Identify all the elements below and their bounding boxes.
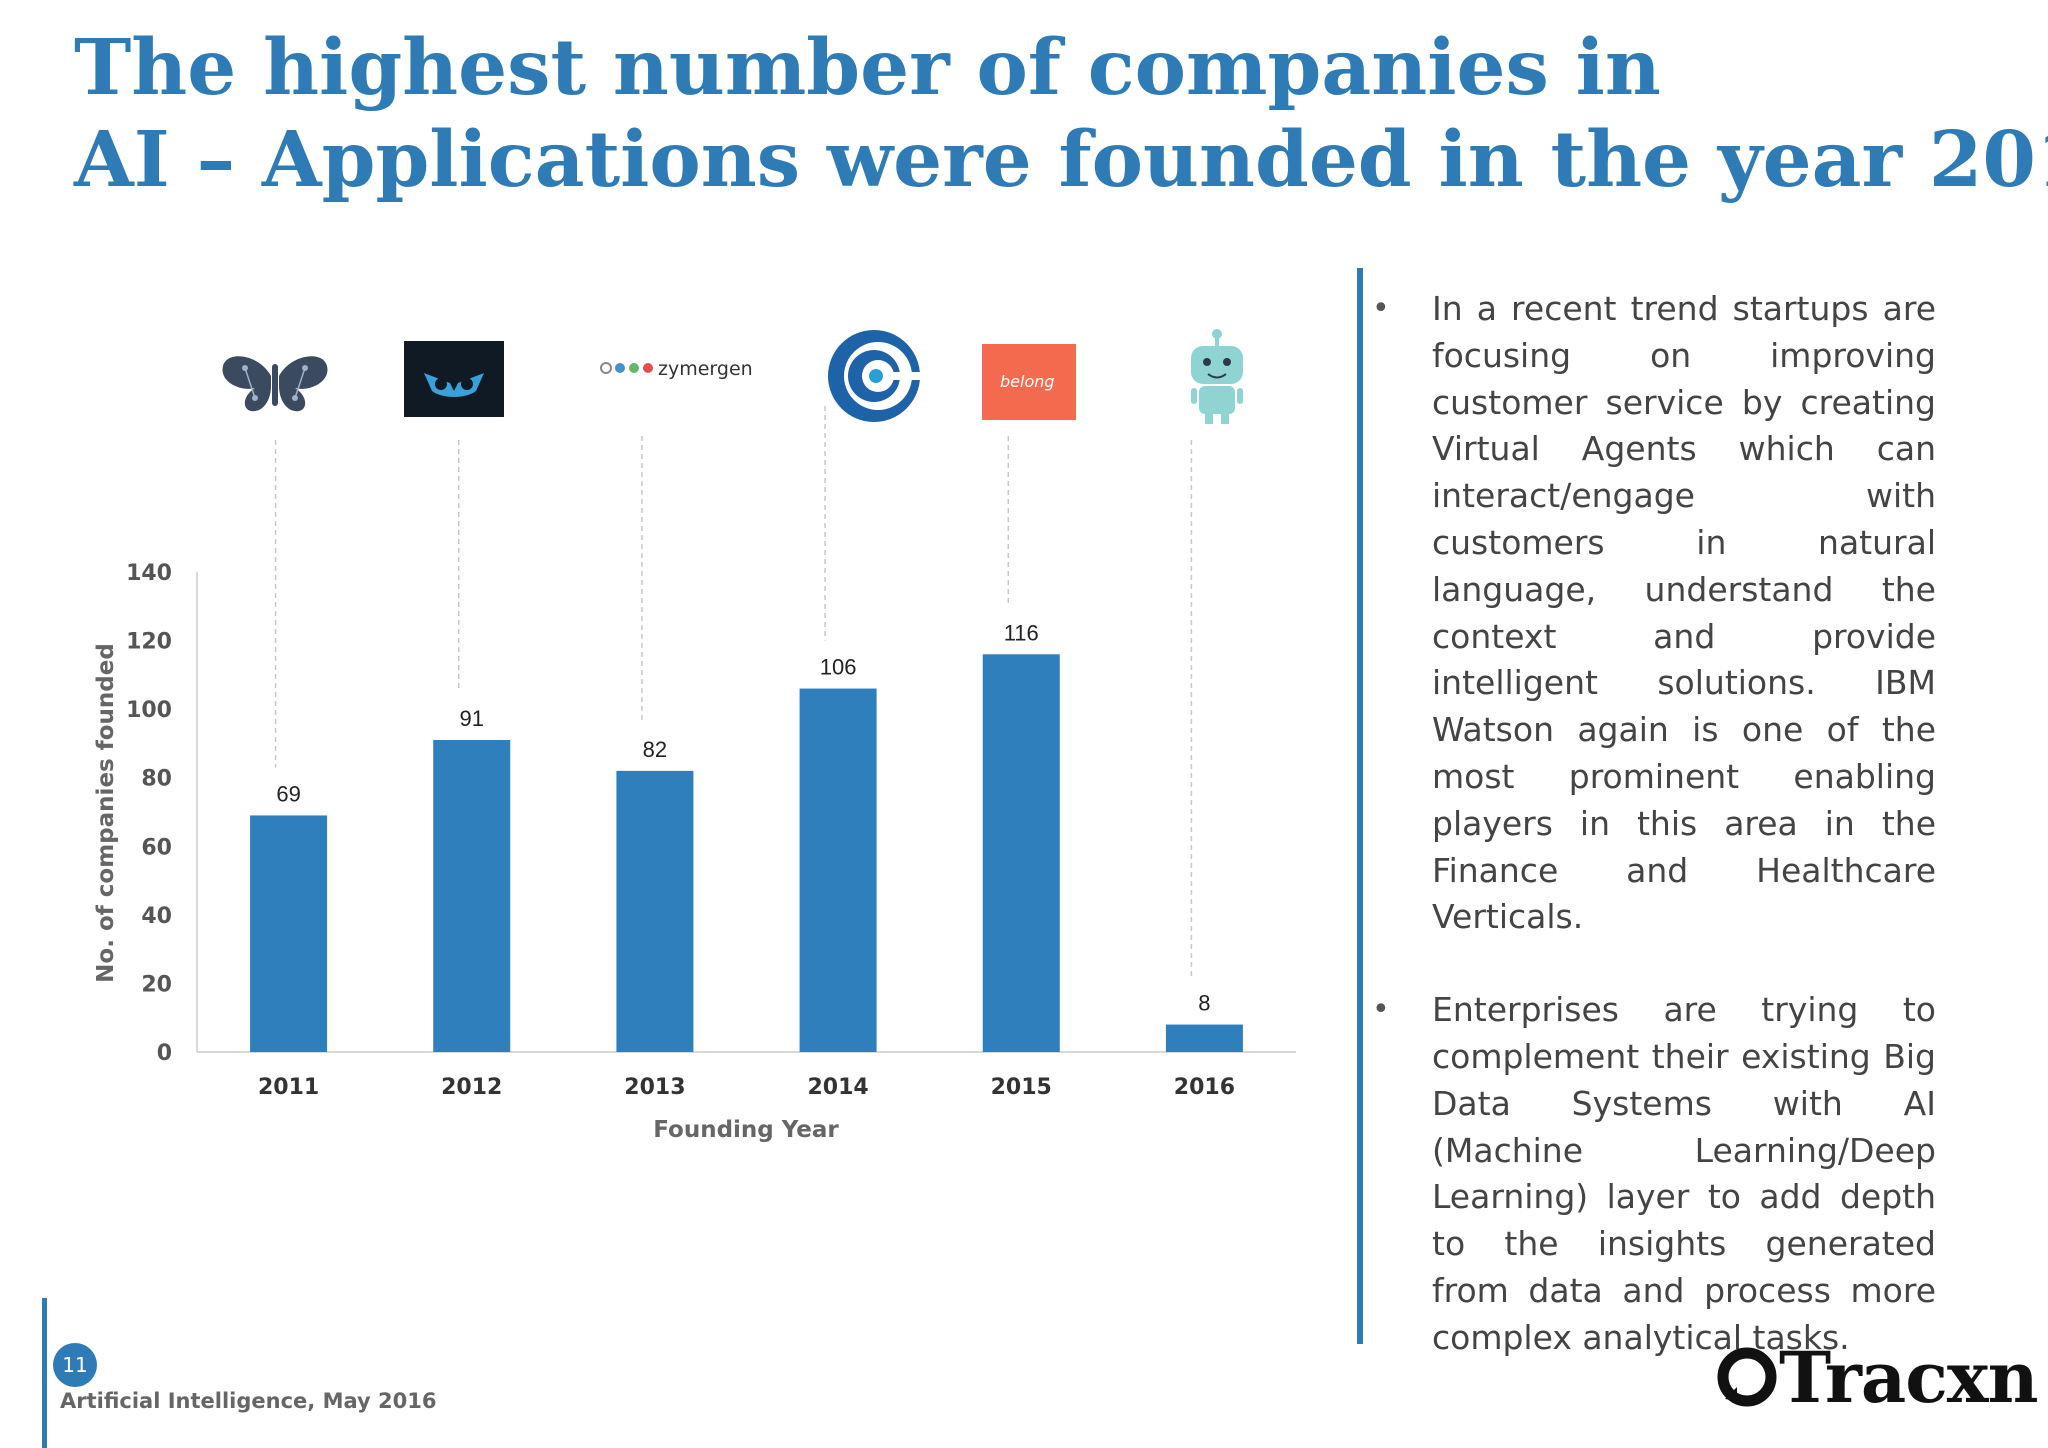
brand-name: Tracxn bbox=[1779, 1335, 2038, 1419]
x-tick-label: 2014 bbox=[807, 1075, 868, 1100]
insight-text: Enterprises are trying to complement the… bbox=[1432, 990, 1936, 1357]
bar-2014 bbox=[799, 688, 877, 1052]
bar-2016 bbox=[1165, 1024, 1243, 1052]
chart-bars: 69 91 82 106 116 8 bbox=[250, 620, 1243, 1052]
y-tick-label: 40 bbox=[141, 904, 172, 929]
robot-logo-icon bbox=[1191, 329, 1243, 424]
data-label: 116 bbox=[1004, 620, 1039, 645]
x-tick-label: 2012 bbox=[441, 1075, 502, 1100]
swirl-e-logo-icon bbox=[828, 330, 922, 422]
x-tick-label: 2013 bbox=[624, 1075, 685, 1100]
y-axis-title: No. of companies founded bbox=[93, 643, 119, 983]
page-title: The highest number of companies in AI – … bbox=[74, 22, 2048, 206]
x-tick-label: 2016 bbox=[1174, 1075, 1235, 1100]
svg-text:zymergen: zymergen bbox=[658, 358, 753, 380]
y-tick-label: 100 bbox=[126, 698, 172, 723]
data-label: 8 bbox=[1198, 991, 1210, 1016]
insights-list: • In a recent trend startups are focusing… bbox=[1370, 286, 1936, 1408]
tracxn-logo-icon bbox=[1717, 1347, 1777, 1407]
y-tick-label: 80 bbox=[141, 767, 172, 792]
bar-2013 bbox=[616, 770, 694, 1052]
x-tick-label: 2011 bbox=[258, 1075, 319, 1100]
insight-bullet: • In a recent trend startups are focusing… bbox=[1370, 286, 1936, 941]
footer-accent-bar bbox=[42, 1298, 47, 1448]
bar-2011 bbox=[250, 815, 328, 1052]
company-logos: zymergen belong bbox=[222, 329, 1243, 424]
bar-2015 bbox=[982, 654, 1060, 1052]
bar-2012 bbox=[433, 740, 511, 1052]
insight-text: In a recent trend startups are focusing … bbox=[1432, 289, 1936, 937]
y-tick-label: 20 bbox=[141, 972, 172, 997]
page-number-badge: 11 bbox=[53, 1343, 97, 1387]
x-axis-title: Founding Year bbox=[653, 1117, 839, 1143]
data-label: 82 bbox=[643, 737, 667, 762]
owl-logo-icon bbox=[404, 341, 504, 417]
title-line-2: AI – Applications were founded in the ye… bbox=[74, 115, 2048, 205]
title-line-1: The highest number of companies in bbox=[74, 23, 1661, 113]
chart-axes: 0 20 40 60 80 100 120 140 2011 2012 2013 2014 2015 20… bbox=[126, 561, 1296, 1100]
data-label: 69 bbox=[276, 781, 300, 806]
zymergen-logo: zymergen bbox=[600, 358, 753, 380]
svg-text:belong: belong bbox=[1000, 372, 1055, 391]
insight-bullet: • Enterprises are trying to complement th… bbox=[1370, 987, 1936, 1361]
bullet-dot: • bbox=[1372, 992, 1390, 1028]
data-label: 91 bbox=[460, 706, 484, 731]
y-tick-label: 140 bbox=[126, 561, 172, 586]
tracxn-brand: Tracxn bbox=[1715, 1336, 2038, 1419]
bullet-dot: • bbox=[1372, 291, 1390, 326]
logo-leader-lines bbox=[274, 406, 1193, 977]
x-tick-label: 2015 bbox=[991, 1075, 1052, 1100]
belong-logo: belong bbox=[982, 344, 1076, 420]
data-label: 106 bbox=[820, 655, 857, 680]
footer-text: Artificial Intelligence, May 2016 bbox=[60, 1389, 437, 1413]
y-tick-label: 0 bbox=[157, 1041, 172, 1066]
y-tick-label: 120 bbox=[126, 630, 172, 655]
butterfly-logo-icon bbox=[222, 356, 328, 412]
y-tick-label: 60 bbox=[141, 835, 172, 860]
bar-chart: zymergen belong 0 bbox=[93, 329, 1296, 1143]
vertical-divider bbox=[1357, 268, 1363, 1344]
